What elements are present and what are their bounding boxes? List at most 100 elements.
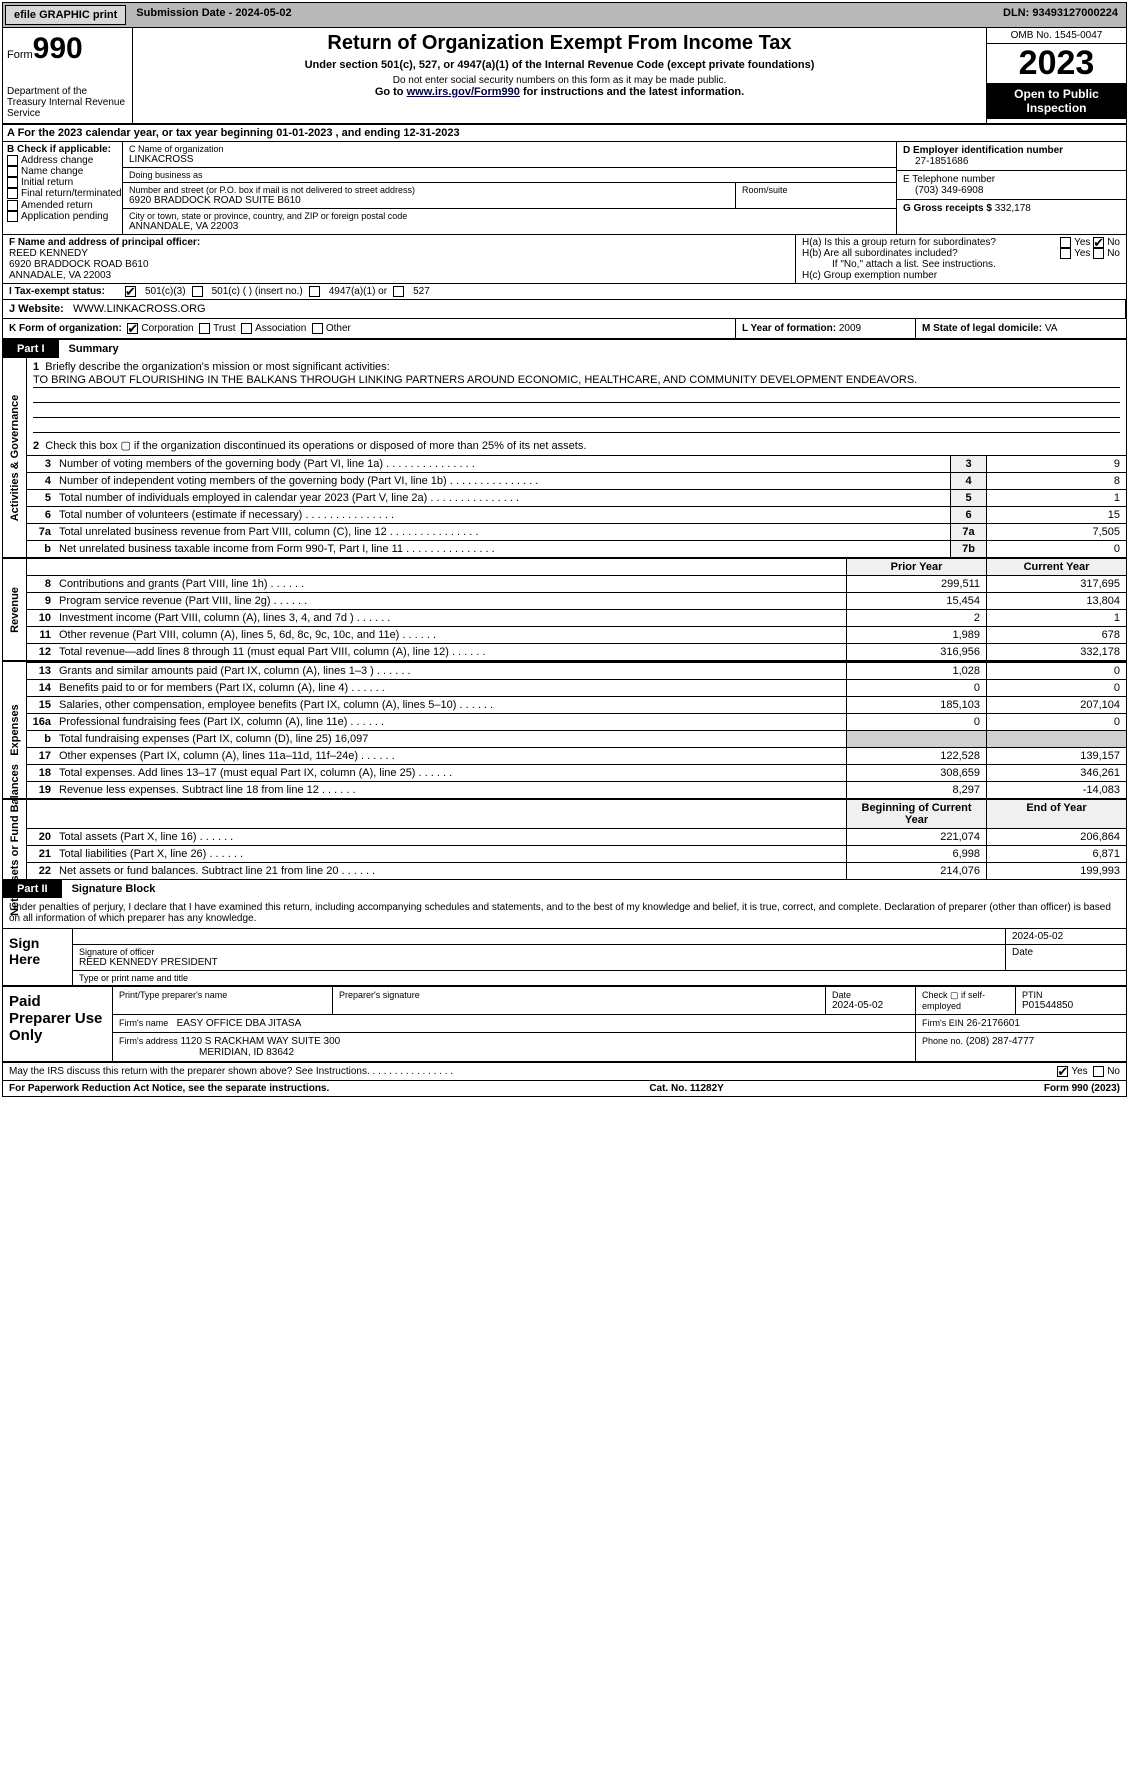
footer-right: Form 990 (2023) [1044, 1083, 1120, 1094]
box-b-option: Application pending [7, 211, 118, 222]
open-public-badge: Open to Public Inspection [987, 83, 1126, 119]
box-b-option: Amended return [7, 200, 118, 211]
form-number: Form990 [7, 32, 128, 66]
paid-col2: Preparer's signature [333, 987, 826, 1014]
sig-intro: Under penalties of perjury, I declare th… [3, 898, 1126, 929]
row-klm: K Form of organization: Corporation Trus… [3, 319, 1126, 340]
activities-governance-section: Activities & Governance 1 Briefly descri… [3, 358, 1126, 559]
box-hc-label: H(c) Group exemption number [802, 270, 1120, 281]
sig-officer-name: REED KENNEDY PRESIDENT [79, 957, 999, 968]
box-g-label: G Gross receipts $ [903, 203, 995, 214]
efile-print-button[interactable]: efile GRAPHIC print [5, 5, 126, 25]
paid-preparer-block: Paid Preparer Use Only Print/Type prepar… [3, 987, 1126, 1063]
box-b-label: B Check if applicable: [7, 144, 118, 155]
exp-row: 17Other expenses (Part IX, column (A), l… [27, 747, 1126, 764]
501c3-checkbox[interactable] [125, 286, 136, 297]
box-c-city-label: City or town, state or province, country… [129, 211, 890, 221]
officer-name: REED KENNEDY [9, 248, 789, 259]
firm-ein: 26-2176601 [967, 1018, 1020, 1029]
revenue-section: Revenue Prior Year Current Year 8Contrib… [3, 559, 1126, 662]
box-c-street-label: Number and street (or P.O. box if mail i… [129, 185, 729, 195]
officer-city: ANNADALE, VA 22003 [9, 270, 789, 281]
exp-row: 19Revenue less expenses. Subtract line 1… [27, 781, 1126, 798]
box-b-checkbox[interactable] [7, 200, 18, 211]
sig-name-label: Type or print name and title [73, 971, 1126, 985]
year-formation: 2009 [839, 323, 861, 334]
box-b-checkbox[interactable] [7, 188, 18, 199]
gov-row: bNet unrelated business taxable income f… [27, 540, 1126, 557]
row-l-label: L Year of formation: [742, 323, 839, 334]
exp-row: bTotal fundraising expenses (Part IX, co… [27, 730, 1126, 747]
end-year-hdr: End of Year [986, 800, 1126, 828]
state-domicile: VA [1045, 323, 1058, 334]
topbar: efile GRAPHIC print Submission Date - 20… [3, 3, 1126, 28]
hb-yes-checkbox[interactable] [1060, 248, 1071, 259]
rev-row: 9Program service revenue (Part VIII, lin… [27, 592, 1126, 609]
corp-checkbox[interactable] [127, 323, 138, 334]
527-checkbox[interactable] [393, 286, 404, 297]
row-f-h: F Name and address of principal officer:… [3, 235, 1126, 284]
row-m-label: M State of legal domicile: [922, 323, 1045, 334]
box-b-option: Name change [7, 166, 118, 177]
exp-vlabel: Expenses [9, 704, 21, 755]
gov-rows: 3Number of voting members of the governi… [27, 455, 1126, 557]
other-checkbox[interactable] [312, 323, 323, 334]
box-hb-label: H(b) Are all subordinates included? [802, 248, 1060, 259]
sign-here-label: Sign Here [3, 929, 73, 985]
telephone: (703) 349-6908 [903, 185, 1120, 196]
box-b-checkbox[interactable] [7, 177, 18, 188]
org-city: ANNANDALE, VA 22003 [129, 221, 890, 232]
dept-treasury: Department of the Treasury Internal Reve… [7, 86, 128, 119]
mission-text: TO BRING ABOUT FLOURISHING IN THE BALKAN… [33, 373, 1120, 388]
row-a-tax-year: A For the 2023 calendar year, or tax yea… [3, 125, 1126, 142]
4947-checkbox[interactable] [309, 286, 320, 297]
box-hb-note: If "No," attach a list. See instructions… [802, 259, 1120, 270]
box-b-checkbox[interactable] [7, 166, 18, 177]
box-e-label: E Telephone number [903, 174, 1120, 185]
trust-checkbox[interactable] [199, 323, 210, 334]
assoc-checkbox[interactable] [241, 323, 252, 334]
org-name: LINKACROSS [129, 154, 890, 165]
paid-col1: Print/Type preparer's name [113, 987, 333, 1014]
exp-row: 14Benefits paid to or for members (Part … [27, 679, 1126, 696]
hb-no-checkbox[interactable] [1093, 248, 1104, 259]
nab-rows: 20Total assets (Part X, line 16)221,0742… [27, 828, 1126, 879]
rev-row: 12Total revenue—add lines 8 through 11 (… [27, 643, 1126, 660]
box-b-checkbox[interactable] [7, 155, 18, 166]
exp-rows: 13Grants and similar amounts paid (Part … [27, 662, 1126, 798]
discuss-yes-checkbox[interactable] [1057, 1066, 1068, 1077]
discuss-no-checkbox[interactable] [1093, 1066, 1104, 1077]
firm-phone: (208) 287-4777 [966, 1036, 1034, 1047]
box-b-option: Final return/terminated [7, 188, 118, 199]
exp-row: 13Grants and similar amounts paid (Part … [27, 662, 1126, 679]
prior-year-hdr: Prior Year [846, 559, 986, 575]
sign-date: 2024-05-02 [1006, 929, 1126, 944]
paid-preparer-label: Paid Preparer Use Only [3, 987, 113, 1061]
501c-checkbox[interactable] [192, 286, 203, 297]
ha-no-checkbox[interactable] [1093, 237, 1104, 248]
ha-yes-checkbox[interactable] [1060, 237, 1071, 248]
org-street: 6920 BRADDOCK ROAD SUITE B610 [129, 195, 729, 206]
gov-row: 6Total number of volunteers (estimate if… [27, 506, 1126, 523]
irs-link[interactable]: www.irs.gov/Form990 [407, 86, 520, 98]
gov-row: 3Number of voting members of the governi… [27, 455, 1126, 472]
sig-officer-label: Signature of officer [79, 947, 999, 957]
firm-addr1: 1120 S RACKHAM WAY SUITE 300 [181, 1036, 341, 1047]
current-year-hdr: Current Year [986, 559, 1126, 575]
firm-addr2: MERIDIAN, ID 83642 [119, 1047, 294, 1058]
box-c-dba-label: Doing business as [129, 170, 890, 180]
footer: For Paperwork Reduction Act Notice, see … [3, 1081, 1126, 1096]
expenses-section: Expenses 13Grants and similar amounts pa… [3, 662, 1126, 800]
footer-mid: Cat. No. 11282Y [329, 1083, 1044, 1094]
row-k-label: K Form of organization: [9, 323, 122, 334]
form-title: Return of Organization Exempt From Incom… [141, 32, 978, 55]
form-ssn-note: Do not enter social security numbers on … [141, 75, 978, 86]
net-assets-section: Net Assets or Fund Balances Beginning of… [3, 800, 1126, 880]
exp-row: 15Salaries, other compensation, employee… [27, 696, 1126, 713]
box-c-room-label: Room/suite [736, 183, 896, 208]
box-c-name-label: C Name of organization [129, 144, 890, 154]
box-b-option: Initial return [7, 177, 118, 188]
part1-header: Part I Summary [3, 340, 1126, 358]
officer-street: 6920 BRADDOCK ROAD B610 [9, 259, 789, 270]
box-b-checkbox[interactable] [7, 211, 18, 222]
